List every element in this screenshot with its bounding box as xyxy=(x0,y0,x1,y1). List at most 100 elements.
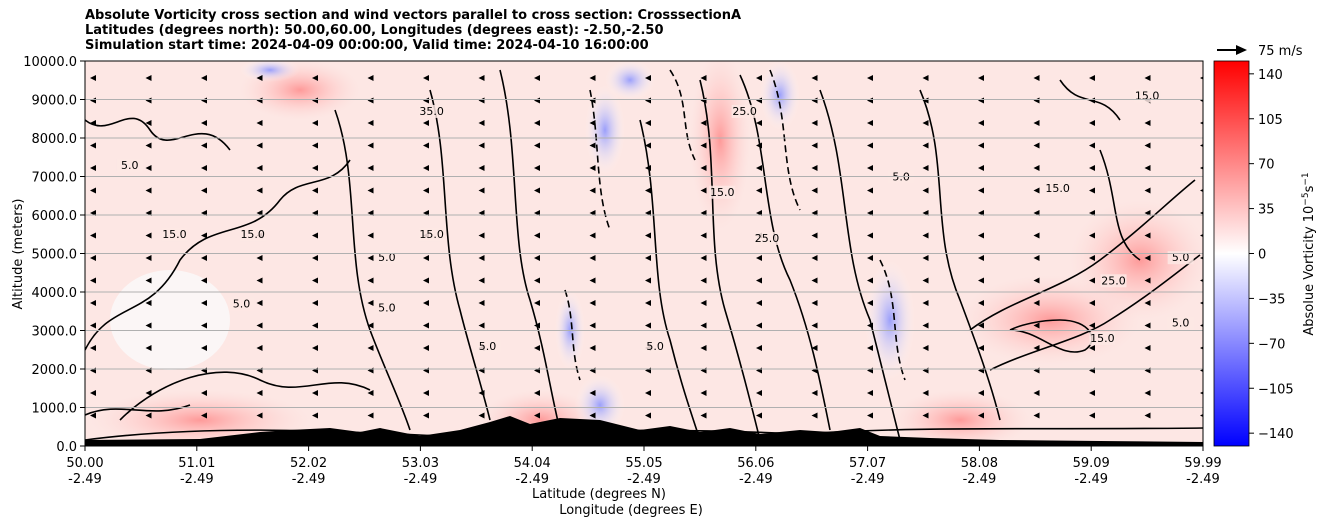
wind-vector xyxy=(867,75,873,81)
wind-vector xyxy=(201,322,207,329)
wind-vector xyxy=(811,390,818,396)
wind-vector xyxy=(367,412,374,419)
wind-vector xyxy=(367,322,374,329)
wind-vector xyxy=(811,75,818,81)
wind-vector xyxy=(867,142,873,149)
wind-vector xyxy=(756,165,762,171)
wind-vector xyxy=(922,277,929,284)
colorbar-tick-label: −140 xyxy=(1258,427,1294,442)
y-tick-label: 2000.0 xyxy=(32,363,78,378)
wind-vector xyxy=(811,322,818,329)
quiver-key: 75 m/s xyxy=(1217,44,1303,59)
contour-line xyxy=(739,74,831,431)
wind-vector xyxy=(478,412,485,419)
wind-vector xyxy=(312,300,318,306)
wind-vector xyxy=(922,120,929,126)
wind-vector xyxy=(367,165,374,171)
wind-vector xyxy=(201,390,207,396)
colorbar-label-exp1: −5 xyxy=(1301,192,1311,205)
wind-vector xyxy=(1089,75,1095,81)
contour-label: 5.0 xyxy=(1172,251,1190,264)
wind-vector xyxy=(811,120,818,126)
contour-label-bg xyxy=(239,228,266,242)
contour-label: 5.0 xyxy=(1172,317,1190,330)
wind-vector xyxy=(312,142,318,149)
contour-line xyxy=(85,404,191,416)
wind-vector xyxy=(145,232,152,239)
wind-vector xyxy=(534,165,540,171)
wind-vector xyxy=(1033,390,1040,396)
contour-line xyxy=(699,79,761,441)
wind-vector xyxy=(423,390,429,396)
wind-vector xyxy=(867,390,873,396)
wind-vector xyxy=(645,75,651,81)
contour-label-bg xyxy=(373,251,400,265)
negative-vorticity-region xyxy=(240,61,300,82)
wind-vector xyxy=(589,187,596,194)
wind-vector xyxy=(478,187,485,194)
wind-vector xyxy=(867,412,873,419)
title-line-3: Simulation start time: 2024-04-09 00:00:… xyxy=(85,38,649,53)
wind-vector xyxy=(1200,256,1203,260)
wind-vector xyxy=(90,142,96,149)
wind-vector xyxy=(978,120,984,126)
x-tick-label-lat: 59.09 xyxy=(1073,456,1110,471)
wind-vector xyxy=(978,322,984,329)
contour-line xyxy=(919,89,1001,421)
dashed-contour-line xyxy=(879,259,906,381)
wind-vector xyxy=(90,232,96,239)
wind-vector xyxy=(367,75,374,81)
wind-vector xyxy=(145,277,152,284)
wind-vector xyxy=(534,345,540,351)
wind-vector xyxy=(478,277,485,284)
wind-vector xyxy=(811,187,818,194)
wind-vector xyxy=(700,300,707,306)
wind-vector xyxy=(90,322,96,329)
contour-line xyxy=(969,179,1196,331)
wind-vector xyxy=(922,165,929,171)
contour-label: 5.0 xyxy=(646,340,664,353)
x-tick-label-lon: -2.49 xyxy=(515,472,549,487)
wind-vector xyxy=(423,120,429,126)
wind-vector xyxy=(589,322,596,329)
wind-vector xyxy=(90,187,96,194)
wind-vector xyxy=(1089,322,1095,329)
negative-contour-lines xyxy=(564,69,906,381)
wind-vector xyxy=(978,142,984,149)
wind-vector xyxy=(867,165,873,171)
wind-vector xyxy=(922,142,929,149)
x-axis: 50.00-2.4951.01-2.4952.02-2.4953.03-2.49… xyxy=(66,446,1222,487)
contour-label: 15.0 xyxy=(1135,90,1160,103)
wind-vector xyxy=(1089,232,1095,239)
wind-vector xyxy=(1144,142,1151,149)
x-axis-label-latitude: Latitude (degrees N) xyxy=(532,487,666,502)
wind-vector xyxy=(90,255,96,261)
wind-vector xyxy=(478,75,485,81)
wind-vector xyxy=(589,75,596,81)
contour-label-bg xyxy=(418,104,445,118)
wind-vector xyxy=(645,390,651,396)
wind-vector xyxy=(256,255,263,261)
wind-vector xyxy=(256,277,263,284)
wind-vector xyxy=(1200,301,1203,305)
y-tick-label: 9000.0 xyxy=(32,94,78,109)
wind-vector xyxy=(367,142,374,149)
contour-label: 5.0 xyxy=(378,301,396,314)
wind-vector xyxy=(312,232,318,239)
x-tick-label-lon: -2.49 xyxy=(963,472,997,487)
wind-vector xyxy=(534,232,540,239)
wind-vector xyxy=(756,255,762,261)
x-tick-label-lon: -2.49 xyxy=(627,472,661,487)
contour-line xyxy=(639,119,701,441)
contour-label: 15.0 xyxy=(710,186,735,199)
wind-vector xyxy=(645,255,651,261)
wind-vector xyxy=(1144,120,1151,126)
wind-vector xyxy=(978,255,984,261)
wind-vector xyxy=(1200,189,1203,192)
x-tick-label-lat: 54.04 xyxy=(514,456,551,471)
wind-vector xyxy=(201,345,207,351)
dashed-contour-line xyxy=(669,69,696,161)
contour-line xyxy=(85,159,351,351)
wind-vector xyxy=(423,255,429,261)
colorbar-label-s: s xyxy=(1302,185,1317,192)
